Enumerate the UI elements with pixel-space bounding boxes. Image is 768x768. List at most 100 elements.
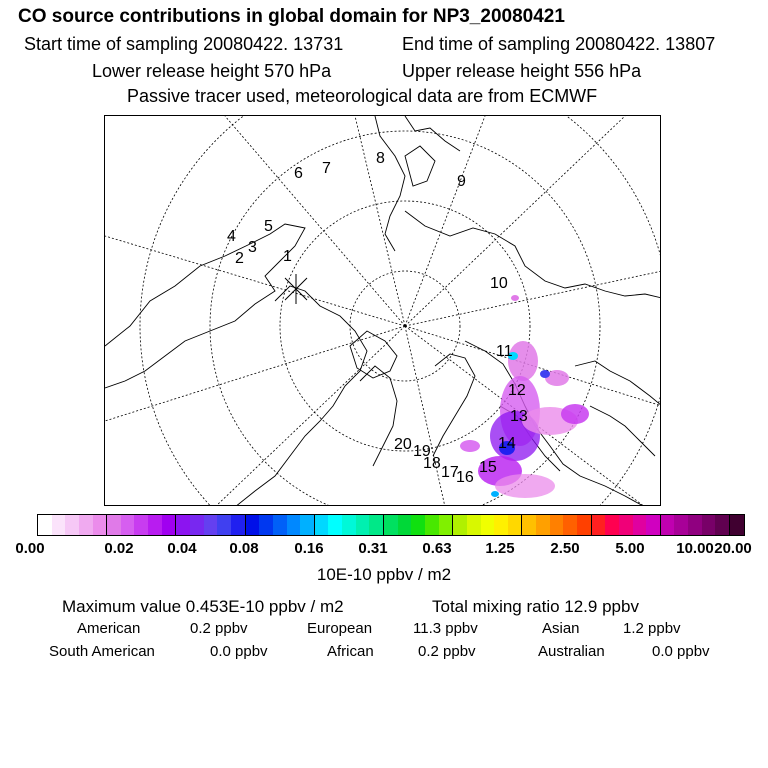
trajectory-label: 5 — [264, 218, 273, 235]
colorbar-cell — [161, 515, 176, 535]
colorbar-cell — [701, 515, 716, 535]
region-value: 0.2 ppbv — [418, 643, 476, 660]
colorbar-cell — [148, 515, 162, 535]
colorbar-cell — [120, 515, 135, 535]
trajectory-label: 14 — [498, 435, 516, 452]
trajectory-label: 10 — [490, 275, 508, 292]
colorbar-unit: 10E-10 ppbv / m2 — [316, 565, 452, 584]
field-blob — [460, 440, 480, 452]
upper-release-height: Upper release height 556 hPa — [402, 61, 642, 81]
max-value: Maximum value 0.453E-10 ppbv / m2 — [62, 597, 344, 616]
meridian — [354, 116, 406, 327]
colorbar-cell — [576, 515, 591, 535]
colorbar-tick-label: 10.00 — [676, 540, 714, 557]
region-value: 0.0 ppbv — [210, 643, 268, 660]
trajectory-label: 20 — [394, 436, 412, 453]
colorbar-cell — [729, 515, 744, 535]
coastline-svalbard — [404, 145, 436, 187]
meridian — [404, 116, 486, 327]
colorbar-cell — [549, 515, 564, 535]
colorbar-cell — [78, 515, 93, 535]
trajectory-label: 8 — [376, 150, 385, 167]
region-name: South American — [49, 643, 155, 660]
trajectory-label: 13 — [510, 408, 528, 425]
trajectory-label: 4 — [227, 228, 236, 245]
colorbar-cell — [355, 515, 370, 535]
colorbar-tick-label: 2.50 — [550, 540, 580, 557]
field-blob — [508, 341, 538, 381]
coastline-hudson — [236, 285, 368, 505]
colorbar-cell — [38, 515, 52, 535]
colorbar-cell — [175, 515, 191, 535]
trajectory-label: 6 — [294, 165, 303, 182]
colorbar-cell — [203, 515, 218, 535]
latitude-circle-70 — [279, 200, 531, 452]
trajectory-label: 9 — [457, 173, 466, 190]
colorbar-tick-label: 20.00 — [714, 540, 752, 557]
field-blob — [561, 404, 589, 424]
field-peak — [540, 370, 550, 378]
contribution-field — [460, 295, 589, 498]
meridian — [105, 325, 406, 422]
trajectory-label: 3 — [248, 239, 257, 256]
colorbar-cell — [452, 515, 467, 535]
colorbar-tick-label: 0.00 — [15, 540, 45, 557]
trajectory-label: 17 — [441, 464, 459, 481]
trajectory-label: 2 — [235, 250, 244, 267]
meridian — [224, 116, 406, 327]
colorbar-cell — [383, 515, 398, 535]
colorbar-cell — [563, 515, 577, 535]
colorbar-cell — [51, 515, 66, 535]
colorbar-cell — [646, 515, 660, 535]
colorbar-cell — [424, 515, 439, 535]
coastline-kara — [574, 360, 660, 405]
meridian — [404, 116, 626, 327]
colorbar-cell — [65, 515, 79, 535]
meridian — [105, 235, 406, 327]
trajectory-label: 18 — [423, 455, 441, 472]
region-name: Asian — [542, 620, 580, 637]
colorbar-cell — [286, 515, 301, 535]
colorbar-cell — [507, 515, 522, 535]
colorbar-cell — [674, 515, 689, 535]
colorbar-tick-label: 1.25 — [485, 540, 515, 557]
colorbar — [37, 514, 745, 536]
colorbar-cell — [300, 515, 314, 535]
field-peak — [499, 441, 515, 455]
colorbar-cell — [397, 515, 412, 535]
latitude-circle-60 — [209, 130, 601, 505]
colorbar-cell — [466, 515, 481, 535]
colorbar-tick-label: 0.16 — [294, 540, 324, 557]
colorbar-cell — [536, 515, 550, 535]
end-time: End time of sampling 20080422. 13807 — [402, 34, 716, 54]
latitude-circle-50 — [139, 116, 660, 505]
colorbar-tick-label: 0.02 — [104, 540, 134, 557]
colorbar-cell — [230, 515, 245, 535]
colorbar-cell — [217, 515, 231, 535]
coastline-greenland-south — [359, 365, 398, 467]
region-name: African — [327, 643, 374, 660]
colorbar-cell — [244, 515, 260, 535]
release-marker — [284, 274, 308, 304]
colorbar-tick-label: 0.63 — [422, 540, 452, 557]
region-value: 0.0 ppbv — [652, 643, 710, 660]
coastline-arctic — [404, 116, 461, 152]
meridian — [216, 325, 406, 505]
field-blob — [545, 370, 569, 386]
trajectory-label: 7 — [322, 160, 331, 177]
trajectory-label: 16 — [456, 469, 474, 486]
trajectory-label: 15 — [479, 459, 497, 476]
colorbar-cell — [272, 515, 287, 535]
colorbar-cell — [715, 515, 730, 535]
field-blob — [495, 474, 555, 498]
colorbar-cell — [190, 515, 204, 535]
colorbar-cell — [369, 515, 384, 535]
coastline-europe — [464, 340, 643, 505]
total-mixing-ratio: Total mixing ratio 12.9 ppbv — [432, 597, 639, 616]
coastlines — [105, 116, 660, 505]
colorbar-cell — [134, 515, 149, 535]
colorbar-cell — [106, 515, 121, 535]
colorbar-cell — [342, 515, 356, 535]
